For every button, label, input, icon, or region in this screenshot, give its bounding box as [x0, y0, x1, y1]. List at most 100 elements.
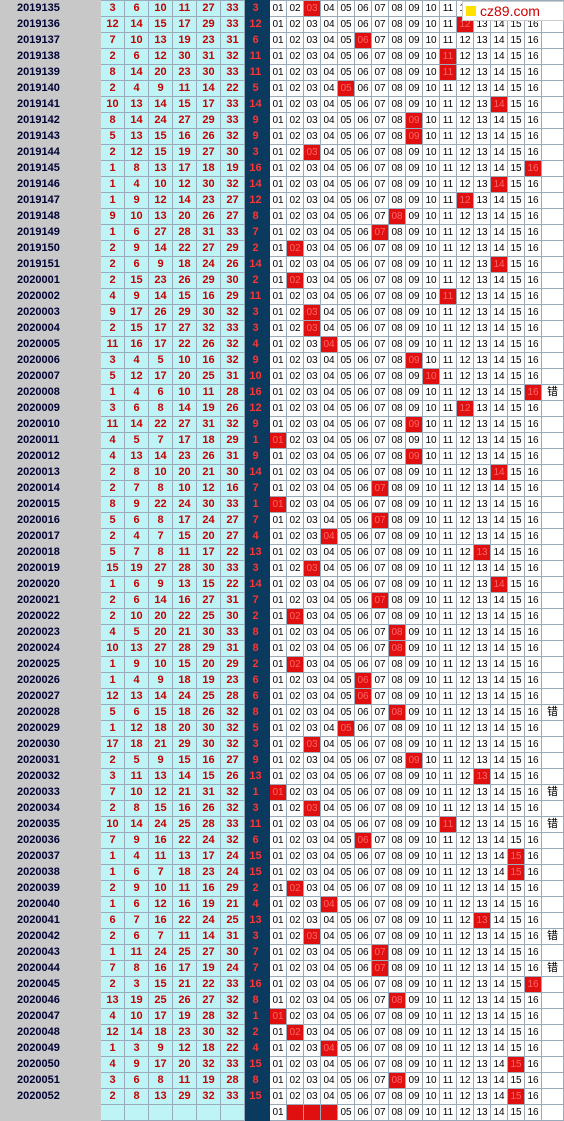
blue-number-cell: 04	[320, 208, 338, 225]
blue-number-cell: 06	[354, 1024, 372, 1041]
blue-hit-mark: 03	[303, 560, 321, 577]
blue-number-cell: 04	[320, 720, 338, 737]
blue-number-cell: 01	[269, 688, 287, 705]
blue-number-cell: 10	[422, 688, 440, 705]
red-ball: 15	[196, 768, 221, 785]
blue-number-cell: 07	[371, 656, 389, 673]
note-mark	[541, 1008, 564, 1025]
blue-number-cell: 01	[269, 288, 287, 305]
blue-number-cell: 16	[524, 368, 542, 385]
blue-number-cell: 02	[286, 208, 304, 225]
blue-number-cell: 04	[320, 416, 338, 433]
red-ball: 28	[196, 816, 221, 833]
blue-number-cell: 14	[490, 928, 508, 945]
blue-number-cell: 02	[286, 80, 304, 97]
blue-number-cell: 08	[388, 544, 406, 561]
logo-square-icon	[466, 6, 476, 16]
red-ball: 2	[100, 480, 125, 497]
blue-number-cell: 07	[371, 432, 389, 449]
blue-number-cell: 14	[490, 496, 508, 513]
blue-number-cell: 06	[354, 480, 372, 497]
blue-number-cell: 06	[354, 336, 372, 353]
blue-number-cell: 05	[337, 352, 355, 369]
blue-number-cell: 13	[473, 1104, 491, 1121]
blue-number-cell: 16	[524, 320, 542, 337]
note-mark	[541, 32, 564, 49]
blue-number-cell: 04	[320, 448, 338, 465]
red-ball: 32	[220, 352, 245, 369]
blue-number-cell: 11	[439, 1024, 457, 1041]
blue-number-cell: 10	[422, 544, 440, 561]
blue-number-cell: 14	[490, 288, 508, 305]
blue-number-cell: 09	[405, 288, 423, 305]
blue-number-cell: 08	[388, 768, 406, 785]
red-ball: 2	[100, 880, 125, 897]
blue-hit-mark: 07	[371, 224, 389, 241]
note-mark	[541, 160, 564, 177]
red-ball: 9	[148, 1040, 173, 1057]
red-ball: 16	[196, 352, 221, 369]
blue-number-cell: 09	[405, 1072, 423, 1089]
red-ball: 2	[100, 928, 125, 945]
blue-number-cell: 11	[439, 624, 457, 641]
blue-hit-mark: 09	[405, 416, 423, 433]
blue-number-cell: 12	[456, 992, 474, 1009]
blue-number-cell: 11	[439, 720, 457, 737]
blue-number-cell: 15	[507, 640, 525, 657]
red-ball: 29	[220, 880, 245, 897]
red-ball: 15	[172, 96, 197, 113]
blue-hit-mark: 09	[405, 448, 423, 465]
blue-number-cell: 06	[354, 496, 372, 513]
red-ball: 27	[220, 528, 245, 545]
note-mark	[541, 144, 564, 161]
table-row: 2020021 2 6 14 16 27 31 7 01 02 03 04 05 06 07 08 09 10 11…	[0, 592, 564, 609]
blue-hit-mark: 11	[439, 288, 457, 305]
red-ball: 25	[148, 992, 173, 1009]
red-ball: 11	[172, 1072, 197, 1089]
red-ball: 17	[172, 432, 197, 449]
blue-number-cell: 07	[371, 608, 389, 625]
red-ball: 15	[172, 288, 197, 305]
blue-number-cell: 01	[269, 800, 287, 817]
red-ball: 31	[196, 416, 221, 433]
blue-number-cell: 03	[303, 672, 321, 689]
blue-number-cell: 16	[524, 448, 542, 465]
red-ball: 22	[220, 544, 245, 561]
red-ball: 12	[148, 896, 173, 913]
blue-number-cell: 15	[507, 624, 525, 641]
red-ball: 14	[148, 448, 173, 465]
blue-number-cell: 15	[507, 80, 525, 97]
blue-number-cell: 16	[524, 608, 542, 625]
issue-number: 2020009	[0, 400, 101, 417]
blue-number-cell: 02	[286, 928, 304, 945]
blue-number-cell: 08	[388, 528, 406, 545]
blue-number-cell: 12	[456, 80, 474, 97]
blue-number-cell: 07	[371, 976, 389, 993]
red-ball: 27	[148, 640, 173, 657]
blue-number-cell: 02	[286, 112, 304, 129]
red-ball: 29	[196, 272, 221, 289]
blue-number-cell: 01	[269, 880, 287, 897]
red-ball	[124, 1104, 149, 1121]
blue-ball: 1	[244, 1008, 267, 1025]
red-ball: 1	[100, 672, 125, 689]
blue-hit-mark: 03	[303, 304, 321, 321]
table-row: 2020002 4 9 14 15 16 29 11 01 02 03 04 05 06 07 08 09 10 1…	[0, 288, 564, 305]
blue-number-cell: 10	[422, 464, 440, 481]
red-ball: 19	[124, 992, 149, 1009]
note-mark	[541, 352, 564, 369]
red-ball: 13	[124, 688, 149, 705]
blue-number-cell: 03	[303, 960, 321, 977]
red-ball: 32	[196, 1056, 221, 1073]
issue-number: 2020014	[0, 480, 101, 497]
red-ball: 7	[148, 928, 173, 945]
blue-number-cell: 12	[456, 208, 474, 225]
blue-number-cell: 09	[405, 96, 423, 113]
red-ball: 32	[220, 800, 245, 817]
blue-number-cell: 07	[371, 208, 389, 225]
blue-number-cell: 07	[371, 64, 389, 81]
note-mark	[541, 608, 564, 625]
blue-number-cell: 15	[507, 176, 525, 193]
blue-number-cell: 12	[456, 720, 474, 737]
blue-ball: 14	[244, 96, 267, 113]
